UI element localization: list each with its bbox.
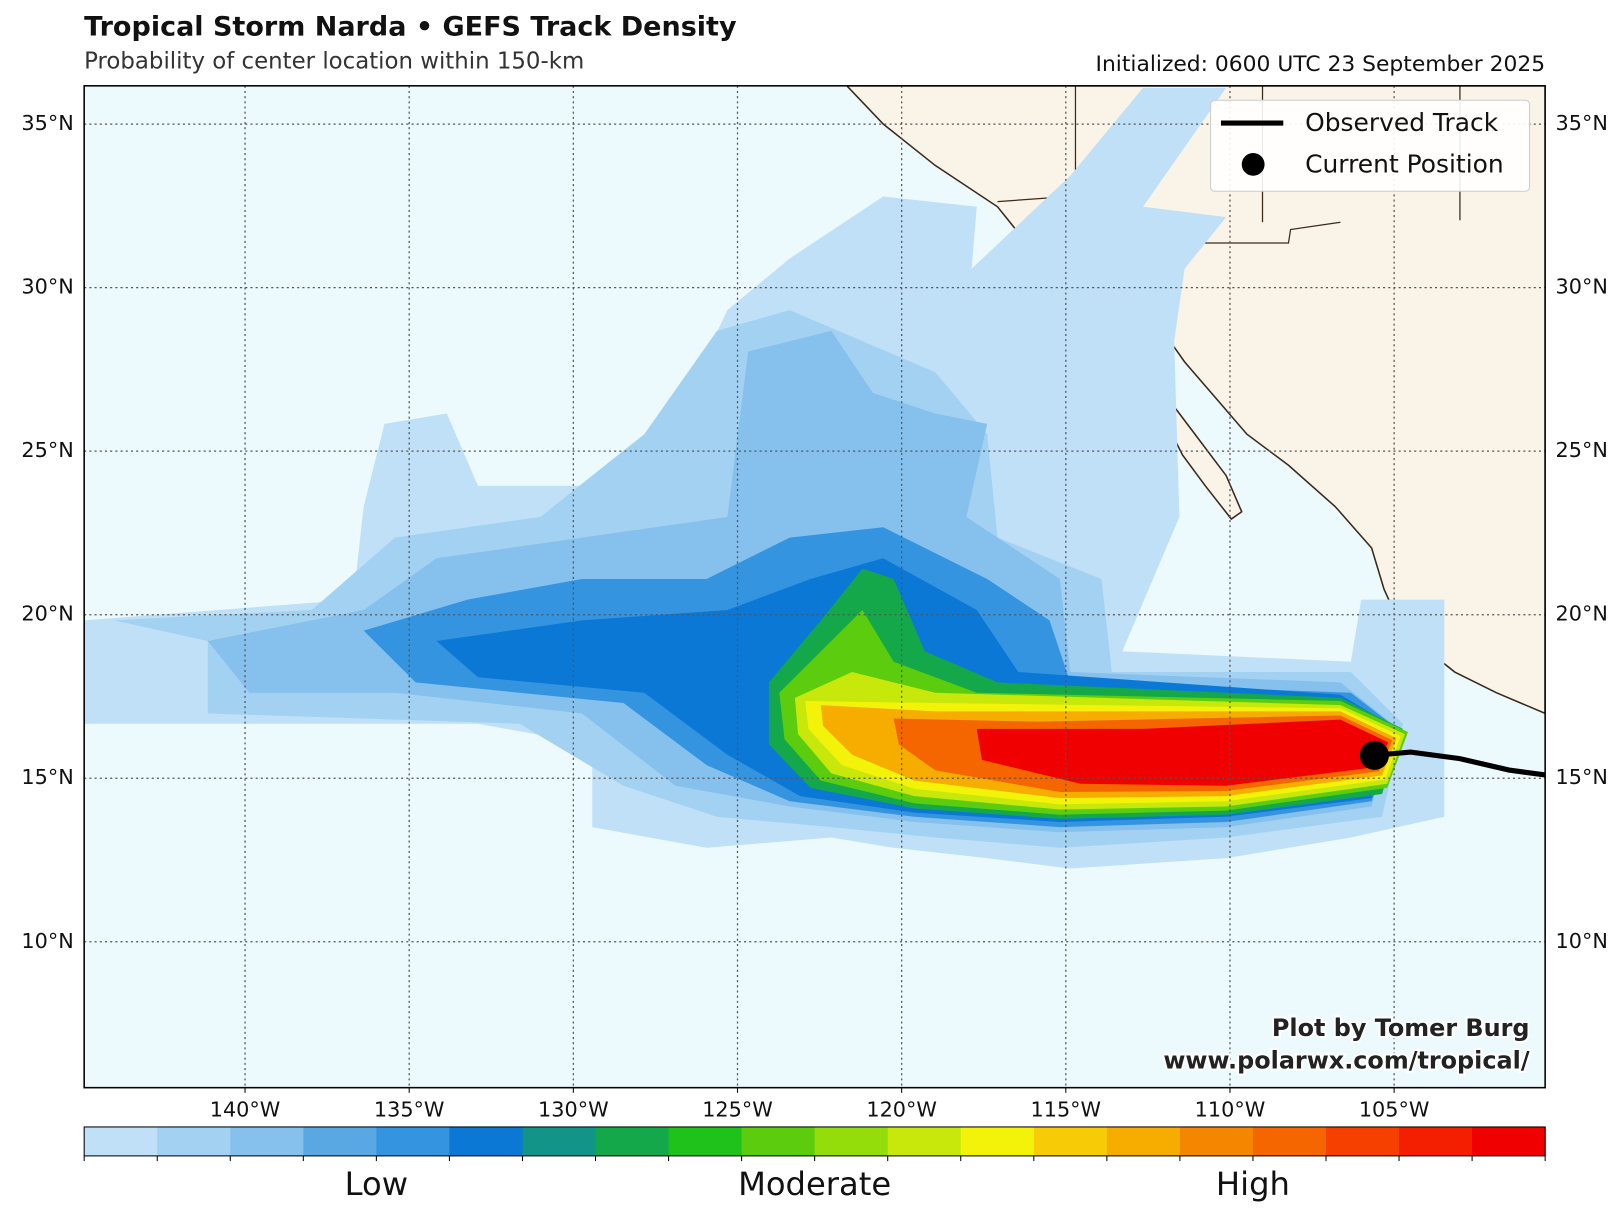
current-position xyxy=(1359,740,1389,770)
colorbar-swatch xyxy=(157,1126,231,1156)
grid xyxy=(84,85,1546,1088)
colorbar-swatch xyxy=(1179,1126,1254,1156)
colorbar-swatch xyxy=(814,1126,889,1156)
legend-box xyxy=(1210,99,1531,192)
colorbar-label: Moderate xyxy=(738,1165,891,1203)
map-area xyxy=(84,85,1546,1088)
colorbar-swatch xyxy=(1325,1126,1400,1156)
legend-dot-symbol xyxy=(1241,153,1265,176)
x-tick-label: 115°W xyxy=(1031,1097,1102,1121)
colorbar-swatch xyxy=(376,1126,450,1156)
colorbar-swatch xyxy=(741,1126,816,1156)
colorbar-swatch xyxy=(1033,1126,1108,1156)
x-tick-label: 130°W xyxy=(538,1097,609,1121)
colorbar-swatch xyxy=(1252,1126,1327,1156)
colorbar-swatch xyxy=(887,1126,962,1156)
credit: www.polarwx.com/tropical/ xyxy=(1163,1046,1529,1074)
colorbar-swatch xyxy=(668,1126,743,1156)
colorbar-label: High xyxy=(1216,1165,1290,1203)
colorbar-swatch xyxy=(1472,1126,1546,1156)
x-tick-label: 120°W xyxy=(866,1097,937,1121)
y-tick-label-right: 15°N xyxy=(1556,765,1608,789)
y-tick-label: 10°N xyxy=(21,929,73,953)
legend-entry: Observed Track xyxy=(1305,108,1499,137)
title: Tropical Storm Narda • GEFS Track Densit… xyxy=(84,11,737,42)
colorbar-swatch xyxy=(522,1126,597,1156)
y-tick-label: 30°N xyxy=(21,275,73,299)
x-tick-label: 125°W xyxy=(702,1097,773,1121)
legend-entry: Current Position xyxy=(1305,149,1504,178)
x-tick-label: 140°W xyxy=(210,1097,281,1121)
y-tick-label: 20°N xyxy=(21,602,73,626)
y-tick-label-right: 35°N xyxy=(1556,111,1608,135)
y-tick-label-right: 10°N xyxy=(1556,929,1608,953)
y-tick-label: 35°N xyxy=(21,111,73,135)
colorbar-label: Low xyxy=(345,1165,408,1203)
density xyxy=(84,87,1445,869)
colorbar-swatch xyxy=(303,1126,377,1156)
colorbar-swatch xyxy=(230,1126,304,1156)
y-tick-label-right: 30°N xyxy=(1556,275,1608,299)
x-tick-label: 105°W xyxy=(1359,1097,1430,1121)
colorbar-swatch xyxy=(595,1126,670,1156)
x-tick-label: 135°W xyxy=(374,1097,445,1121)
colorbar-swatch xyxy=(84,1126,158,1156)
y-tick-label: 15°N xyxy=(21,765,73,789)
subtitle: Probability of center location within 15… xyxy=(84,49,584,75)
map-frame xyxy=(83,85,1546,1089)
credit: Plot by Tomer Burg xyxy=(1272,1014,1530,1042)
init-time: Initialized: 0600 UTC 23 September 2025 xyxy=(1096,52,1546,77)
observed-track xyxy=(1374,749,1546,778)
x-tick-label: 110°W xyxy=(1195,1097,1266,1121)
colorbar-swatch xyxy=(1106,1126,1181,1156)
y-tick-label-right: 20°N xyxy=(1556,602,1608,626)
colorbar-swatch xyxy=(1399,1126,1473,1156)
y-tick-label-right: 25°N xyxy=(1556,438,1608,462)
colorbar-swatch xyxy=(960,1126,1035,1156)
y-tick-label: 25°N xyxy=(21,438,73,462)
colorbar-swatch xyxy=(449,1126,523,1156)
